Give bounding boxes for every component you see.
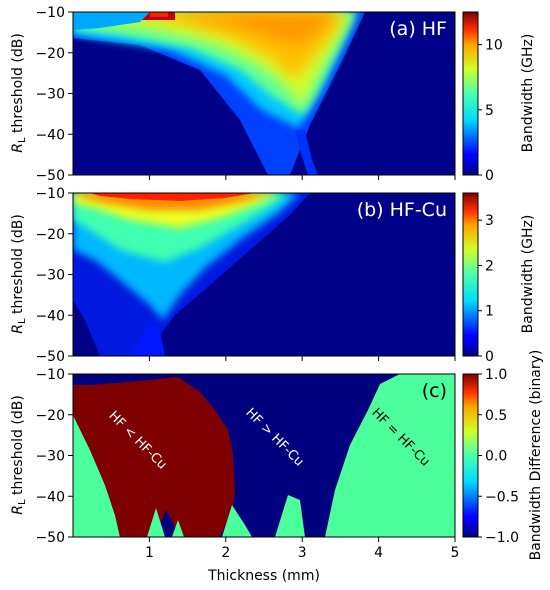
- y-tick-label: −40: [35, 308, 65, 324]
- y-axis-label-b: RL threshold (dB): [10, 214, 28, 334]
- colorbar-tick-label: 1: [485, 304, 494, 320]
- colorbar-tick-label: 0: [485, 349, 494, 365]
- colorbar-tick-label: 3: [485, 213, 494, 229]
- y-ticks-c: −10 −20 −30 −40 −50: [35, 367, 73, 546]
- x-tick-label: 4: [374, 545, 383, 561]
- colorbar-tick-label: 0: [485, 168, 494, 184]
- colorbar-c: [462, 373, 479, 538]
- colorbar-b: [462, 192, 479, 357]
- y-tick-label: −10: [35, 186, 65, 202]
- y-axis-label-c: RL threshold (dB): [10, 395, 28, 515]
- heatmap-c: [73, 374, 455, 537]
- y-tick-label: −20: [35, 227, 65, 243]
- y-tick-label: −50: [35, 168, 65, 184]
- y-tick-label: −10: [35, 367, 65, 383]
- colorbar-ticks-b: 0 1 2 3: [478, 213, 494, 365]
- y-tick-label: −50: [35, 530, 65, 546]
- colorbar-a: [462, 11, 479, 176]
- y-ticks-b: −10 −20 −30 −40 −50: [35, 186, 456, 365]
- y-tick-label: −20: [35, 408, 65, 424]
- colorbar-label-a: Bandwidth (GHz): [520, 34, 536, 153]
- y-tick-label: −10: [35, 5, 65, 21]
- x-ticks-c: 1 2 3 4 5: [145, 537, 460, 561]
- panel-c: (c) HF < HF-Cu HF > HF-Cu HF = HF-Cu −10…: [10, 350, 544, 584]
- x-tick-label: 5: [451, 545, 460, 561]
- y-tick-label: −30: [35, 449, 65, 465]
- colorbar-tick-label: −0.5: [485, 489, 519, 505]
- x-tick-label: 2: [221, 545, 230, 561]
- y-tick-label: −30: [35, 87, 65, 103]
- y-axis-label-a: RL threshold (dB): [10, 33, 28, 153]
- panel-b: (b) HF-Cu −10 −20 −30 −40 −50 RL threshold (…: [10, 186, 536, 365]
- y-ticks-a: −10 −20 −30 −40 −50: [35, 5, 456, 184]
- y-tick-label: −40: [35, 127, 65, 143]
- colorbar-tick-label: 10: [485, 38, 503, 54]
- colorbar-tick-label: 0.5: [485, 408, 507, 424]
- x-axis-label: Thickness (mm): [207, 568, 320, 584]
- y-tick-label: −30: [35, 268, 65, 284]
- colorbar-tick-label: 2: [485, 258, 494, 274]
- colorbar-ticks-c: 1.0 0.5 0.0 −0.5 −1.0: [478, 367, 519, 546]
- x-tick-label: 3: [298, 545, 307, 561]
- y-tick-label: −50: [35, 349, 65, 365]
- x-tick-label: 1: [145, 545, 154, 561]
- colorbar-ticks-a: 0 5 10: [478, 38, 503, 184]
- panel-label-a: (a) HF: [389, 18, 447, 40]
- colorbar-label-b: Bandwidth (GHz): [520, 215, 536, 334]
- panel-label-b: (b) HF-Cu: [357, 199, 447, 221]
- panel-label-c: (c): [422, 380, 447, 402]
- colorbar-tick-label: −1.0: [485, 530, 519, 546]
- y-tick-label: −40: [35, 489, 65, 505]
- heatmap-b: [73, 193, 455, 356]
- colorbar-label-c: Bandwidth Difference (binary): [528, 350, 544, 561]
- colorbar-tick-label: 1.0: [485, 367, 507, 383]
- panel-a: (a) HF −10 −20 −30 −40 −50 RL threshold (dB)…: [10, 5, 536, 184]
- heatmap-a: [73, 12, 455, 175]
- colorbar-tick-label: 0.0: [485, 449, 507, 465]
- colorbar-tick-label: 5: [485, 103, 494, 119]
- y-tick-label: −20: [35, 46, 65, 62]
